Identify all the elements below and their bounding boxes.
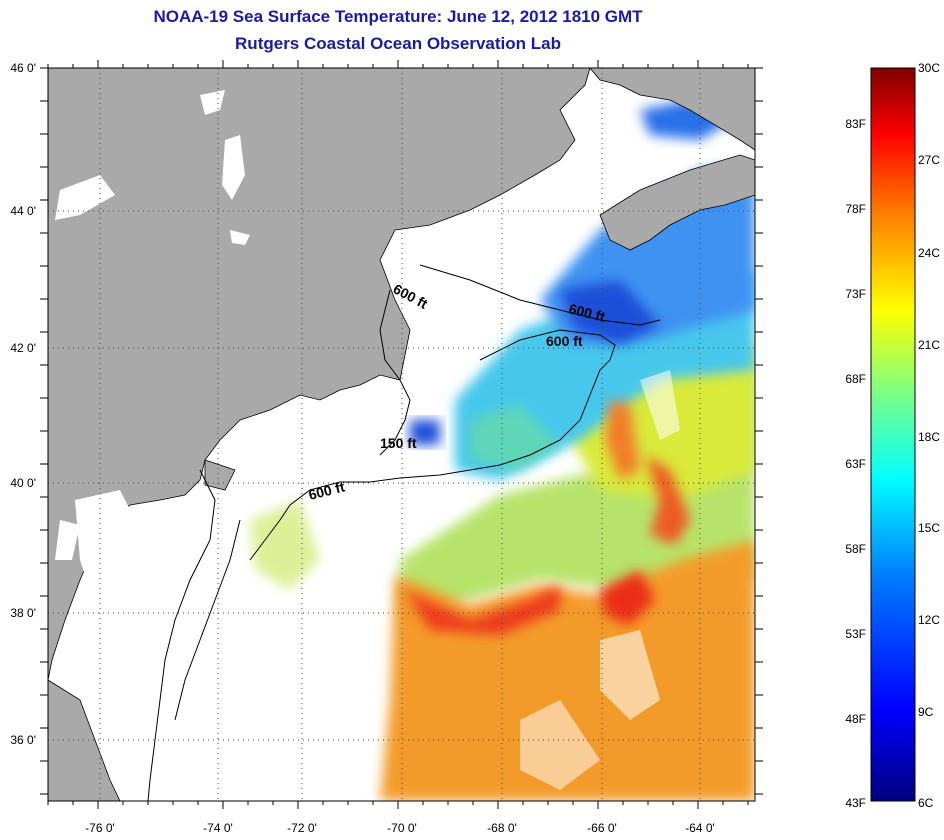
colorbar-celsius-label: 21C — [918, 338, 940, 352]
lon-tick-label: -68 0' — [487, 821, 517, 835]
colorbar-fahrenheit-label: 68F — [845, 372, 866, 386]
lat-tick-label: 46 0' — [10, 61, 36, 75]
colorbar-celsius-label: 30C — [918, 61, 940, 75]
colorbar-fahrenheit-label: 73F — [845, 287, 866, 301]
land — [48, 68, 755, 801]
colorbar-celsius-label: 18C — [918, 430, 940, 444]
colorbar-fahrenheit-label: 63F — [845, 457, 866, 471]
lon-tick-label: -74 0' — [203, 821, 233, 835]
colorbar-fahrenheit-label: 53F — [845, 627, 866, 641]
map-frame-border — [47, 67, 756, 802]
contour-label: 600 ft — [546, 333, 583, 349]
colorbar-celsius-label: 12C — [918, 613, 940, 627]
lat-tick-label: 42 0' — [10, 341, 36, 355]
colorbar-celsius-label: 27C — [918, 153, 940, 167]
map-subtitle: Rutgers Coastal Ocean Observation Lab — [235, 34, 561, 53]
colorbar: 30C 27C 24C 21C 18C 15C 12C 9C 6C 83F 78… — [845, 61, 940, 810]
lon-tick-label: -66 0' — [587, 821, 617, 835]
colorbar-fahrenheit-label: 48F — [845, 712, 866, 726]
colorbar-celsius-label: 24C — [918, 246, 940, 260]
lat-tick-label: 36 0' — [10, 733, 36, 747]
colorbar-celsius-label: 15C — [918, 521, 940, 535]
lat-tick-label: 44 0' — [10, 204, 36, 218]
colorbar-fahrenheit-label: 58F — [845, 542, 866, 556]
colorbar-fahrenheit-label: 43F — [845, 796, 866, 810]
sst-field — [250, 98, 755, 801]
graticule — [48, 68, 755, 801]
bathymetry-contours — [147, 264, 661, 801]
colorbar-fahrenheit-label: 78F — [845, 202, 866, 216]
lon-tick-label: -76 0' — [85, 821, 115, 835]
lat-axis: 46 0' 44 0' 42 0' 40 0' 38 0' 36 0' — [10, 61, 36, 747]
map-title: NOAA-19 Sea Surface Temperature: June 12… — [153, 7, 643, 26]
colorbar-celsius-label: 9C — [918, 705, 934, 719]
lat-tick-label: 38 0' — [10, 606, 36, 620]
colorbar-fahrenheit-label: 83F — [845, 117, 866, 131]
colorbar-gradient — [870, 67, 916, 802]
lon-axis: -76 0' -74 0' -72 0' -70 0' -68 0' -66 0… — [85, 821, 715, 835]
lat-tick-label: 40 0' — [10, 476, 36, 490]
lon-tick-label: -64 0' — [685, 821, 715, 835]
axis-ticks — [40, 60, 763, 809]
contour-label: 150 ft — [380, 435, 417, 451]
lakes — [55, 90, 250, 590]
lon-tick-label: -70 0' — [387, 821, 417, 835]
lon-tick-label: -72 0' — [287, 821, 317, 835]
colorbar-celsius-label: 6C — [918, 796, 934, 810]
